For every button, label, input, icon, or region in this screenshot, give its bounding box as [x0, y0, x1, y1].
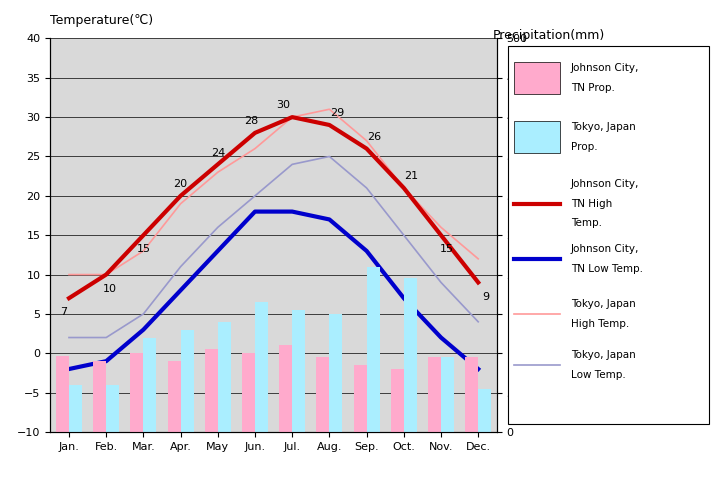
Text: 9: 9 [482, 292, 489, 301]
Text: Temp.: Temp. [571, 218, 602, 228]
Bar [514, 62, 560, 94]
Text: 7: 7 [60, 307, 67, 317]
Bar [354, 365, 366, 432]
Text: Johnson City,: Johnson City, [571, 179, 639, 189]
Text: Johnson City,: Johnson City, [571, 63, 639, 73]
Bar [130, 353, 143, 432]
Bar [143, 337, 156, 432]
Text: 30: 30 [276, 100, 290, 110]
Text: 15: 15 [440, 244, 454, 254]
Bar [404, 278, 417, 432]
Bar [107, 385, 120, 432]
Text: Precipitation(mm): Precipitation(mm) [493, 29, 606, 42]
Text: Tokyo, Japan: Tokyo, Japan [571, 299, 636, 309]
Bar [465, 357, 478, 432]
Bar [441, 357, 454, 432]
Bar [242, 353, 255, 432]
Bar [168, 361, 181, 432]
Bar [181, 330, 194, 432]
Bar [514, 121, 560, 153]
Text: 20: 20 [174, 179, 188, 189]
Bar [279, 346, 292, 432]
Text: Prop.: Prop. [571, 142, 598, 152]
Bar [391, 369, 404, 432]
Bar [478, 389, 491, 432]
Text: 28: 28 [244, 116, 258, 126]
Text: 10: 10 [103, 284, 117, 294]
Bar [93, 361, 107, 432]
Text: 24: 24 [211, 147, 225, 157]
Bar [316, 357, 329, 432]
Bar [255, 302, 268, 432]
Text: Tokyo, Japan: Tokyo, Japan [571, 350, 636, 360]
Text: Temperature(℃): Temperature(℃) [50, 13, 153, 26]
Text: 26: 26 [367, 132, 381, 142]
Bar [204, 349, 217, 432]
Text: 29: 29 [330, 108, 344, 118]
Text: TN Low Temp.: TN Low Temp. [571, 264, 643, 274]
Bar [69, 385, 82, 432]
Bar [292, 310, 305, 432]
Text: TN High: TN High [571, 199, 612, 209]
Text: TN Prop.: TN Prop. [571, 83, 615, 93]
Text: Low Temp.: Low Temp. [571, 370, 626, 380]
Bar [217, 322, 231, 432]
Text: 15: 15 [136, 244, 150, 254]
Bar [329, 314, 343, 432]
Bar [366, 267, 379, 432]
Text: Tokyo, Japan: Tokyo, Japan [571, 122, 636, 132]
Bar [428, 357, 441, 432]
Text: 21: 21 [404, 171, 418, 181]
Text: High Temp.: High Temp. [571, 319, 629, 329]
Bar [56, 356, 69, 432]
Text: Johnson City,: Johnson City, [571, 244, 639, 254]
